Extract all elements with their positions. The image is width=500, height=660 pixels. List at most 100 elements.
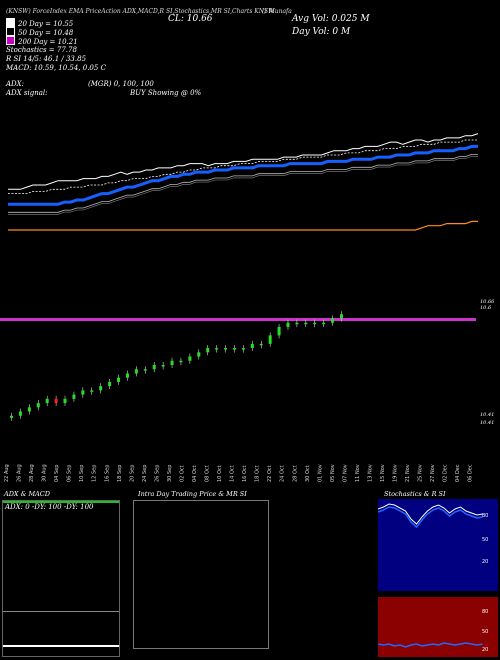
candle-body xyxy=(179,360,183,363)
candle-body xyxy=(268,335,272,344)
date-tick-label: 02 Dec xyxy=(443,464,449,482)
date-tick-label: 14 Oct xyxy=(230,465,236,482)
date-tick-label: 24 Oct xyxy=(280,465,286,482)
ma200-swatch xyxy=(6,36,15,45)
buy-signal: BUY Showing @ 0% xyxy=(130,89,202,97)
price-chart xyxy=(8,133,479,231)
candle-body xyxy=(295,322,299,325)
adx-values: ADX: 0 -DY: 100 -DY: 100 xyxy=(5,503,94,511)
date-tick-label: 30 Oct xyxy=(305,465,311,482)
date-tick-label: 22 Oct xyxy=(267,465,273,482)
adx-top-line xyxy=(3,501,119,503)
legend-ma20: 20 Day = 10.55 xyxy=(6,18,73,28)
mgr-label: (MGR) 0, 100, 100 xyxy=(88,80,154,88)
adx-signal-label: ADX signal: xyxy=(6,89,48,97)
candle-body xyxy=(99,386,103,391)
rsi-tick-label: 50 xyxy=(482,629,488,635)
candle-body xyxy=(304,322,308,325)
series-line-ma50 xyxy=(8,144,478,206)
date-tick-label: 19 Nov xyxy=(393,464,399,482)
candle-chart xyxy=(0,311,476,421)
date-tick-label: 18 Oct xyxy=(255,465,261,482)
date-tick-label: 28 Aug xyxy=(29,464,35,482)
series-line-price xyxy=(8,133,479,190)
rsi-tick-label: 80 xyxy=(482,609,488,615)
right-label-c: 10.41 xyxy=(480,412,495,418)
candle-body xyxy=(206,348,210,353)
day-volume: Day Vol: 0 M xyxy=(292,27,351,37)
date-tick-label: 04 Sep xyxy=(54,465,60,482)
support-line-b xyxy=(8,156,478,215)
date-axis: 22 Aug 26 Aug 28 Aug 30 Aug 04 Sep 06 Sep 10 S… xyxy=(4,464,474,482)
date-tick-label: 01 Nov xyxy=(317,464,323,482)
date-tick-label: 28 Oct xyxy=(292,465,298,482)
rsi-value: R SI 14/5: 46.1 / 33.85 xyxy=(6,55,87,63)
stoch-tick-label: 80 xyxy=(482,513,488,519)
intraday-panel xyxy=(133,500,269,649)
stoch-tick-label: 50 xyxy=(482,537,488,543)
legend-ma50-label: 50 Day = 10.48 xyxy=(18,29,74,37)
intraday-title: Intra Day Trading Price & MR SI xyxy=(138,490,247,498)
date-tick-label: 04 Oct xyxy=(192,465,198,482)
ma20-swatch xyxy=(6,18,15,27)
candle-body xyxy=(27,407,31,412)
date-tick-label: 07 Nov xyxy=(342,464,348,482)
date-tick-label: 26 Sep xyxy=(154,465,160,482)
legend-ma50: 50 Day = 10.48 xyxy=(6,27,73,37)
series-line-ma200 xyxy=(8,220,478,231)
candle-body xyxy=(143,369,147,371)
date-tick-label: 10 Sep xyxy=(79,465,85,482)
candle-body xyxy=(197,352,201,357)
panel-divider xyxy=(3,611,119,612)
macd-value: MACD: 10.59, 10.54, 0.05 C xyxy=(6,64,106,72)
date-tick-label: 30 Aug xyxy=(42,464,48,482)
adx-label: ADX: xyxy=(6,80,25,88)
date-tick-label: 12 Sep xyxy=(92,465,98,482)
rsi-background xyxy=(378,597,498,657)
stoch-background xyxy=(378,499,498,591)
candle-body xyxy=(72,394,76,399)
date-tick-label: 20 Sep xyxy=(129,465,135,482)
right-label-a: 10.66 xyxy=(480,299,495,305)
date-tick-label: 08 Oct xyxy=(205,465,211,482)
candle-body xyxy=(331,318,335,323)
candle-body xyxy=(277,326,281,336)
support-line-a xyxy=(8,154,478,213)
rsi-tick-label: 20 xyxy=(482,647,488,653)
header-suffix: () Munafa xyxy=(262,8,292,15)
candle-body xyxy=(63,398,67,404)
date-tick-label: 02 Oct xyxy=(180,465,186,482)
stochastics-value: Stochastics = 77.78 xyxy=(6,46,77,54)
macd-line xyxy=(3,645,119,647)
candle-body xyxy=(340,314,343,319)
right-label-b: 10.6 xyxy=(480,305,492,311)
date-tick-label: 30 Sep xyxy=(167,465,173,482)
candle-body xyxy=(215,348,219,350)
rsi-line xyxy=(378,642,483,648)
date-tick-label: 16 Oct xyxy=(242,465,248,482)
candle-body xyxy=(81,390,85,395)
candle-body xyxy=(188,356,192,361)
candle-body xyxy=(170,360,174,365)
legend-ma200-label: 200 Day = 10.21 xyxy=(18,38,78,46)
date-tick-label: 22 Aug xyxy=(4,464,10,482)
date-tick-label: 27 Nov xyxy=(430,464,436,482)
date-tick-label: 25 Nov xyxy=(418,464,424,482)
candle-body xyxy=(152,365,156,370)
series-line-ma20 xyxy=(8,139,478,194)
date-tick-label: 13 Nov xyxy=(368,464,374,482)
candle-body xyxy=(286,322,290,327)
candle-body xyxy=(259,343,263,346)
candle-body xyxy=(117,377,121,382)
candle-body xyxy=(250,343,254,349)
adx-macd-panel: ADX: 0 -DY: 100 -DY: 100 xyxy=(2,500,120,657)
date-tick-label: 11 Nov xyxy=(355,464,361,482)
stoch-k-line xyxy=(378,503,483,525)
candle-body xyxy=(241,348,245,350)
candle-body xyxy=(10,415,13,418)
stoch-tick-label: 20 xyxy=(482,559,488,565)
legend-ma200: 200 Day = 10.21 xyxy=(6,36,78,46)
stoch-rsi-panel: 80 50 20 80 50 20 xyxy=(378,499,498,657)
close-label: CL: 10.66 xyxy=(168,14,213,24)
stoch-rsi-title: Stochastics & R SI xyxy=(384,490,446,498)
